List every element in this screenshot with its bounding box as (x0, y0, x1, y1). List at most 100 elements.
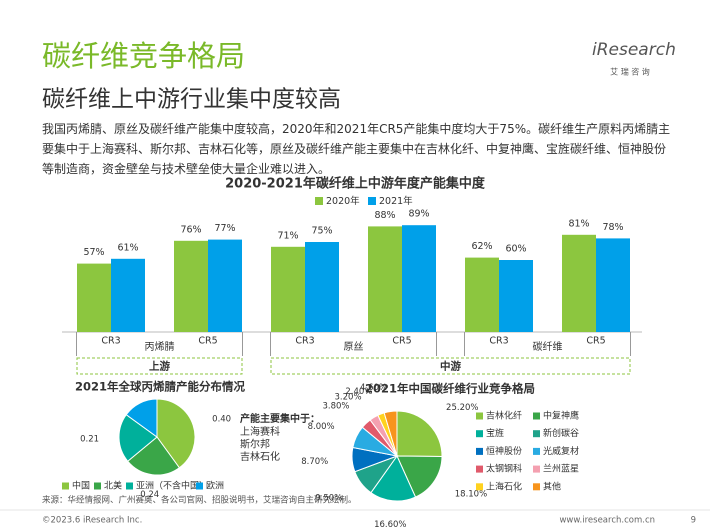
bar (596, 238, 630, 332)
stage-label: 中游 (440, 360, 461, 373)
bar (77, 263, 111, 332)
legend-label: 2021年 (379, 195, 413, 207)
pie-slice (383, 410, 398, 457)
legend-swatch (368, 197, 376, 205)
legend-swatch (126, 482, 133, 490)
value-label: 0.40 (212, 415, 231, 425)
legend-label: 2020年 (326, 195, 360, 207)
bar (562, 234, 596, 332)
value-label: 9.50% (315, 493, 342, 503)
legend-swatch (533, 447, 540, 455)
legend-label: 光威复材 (543, 445, 579, 457)
legend-label: 欧洲 (206, 480, 224, 492)
legend-label: 其他 (543, 480, 561, 492)
x-tick-label: CR3 (489, 336, 508, 347)
legend-label: 宝旌 (486, 427, 504, 439)
intro-text: 我国丙烯腈、原丝及碳纤维产能集中度较高，2020年和2021年CR5产能集中度均… (42, 122, 671, 176)
group-label: 丙烯腈 (145, 340, 175, 353)
legend-label: 兰州蓝星 (543, 463, 579, 475)
source: 来源：华经情报网、广州赛奥、各公司官网、招股说明书，艾瑞咨询自主研究绘制。 (42, 495, 357, 506)
value-label: 60% (505, 244, 526, 255)
value-label: 18.10% (455, 489, 487, 499)
legend-label: 亚洲（不含中国） (136, 480, 208, 492)
annotation-title: 产能主要集中于： (240, 412, 320, 425)
value-label: 88% (374, 210, 395, 221)
bar (305, 242, 339, 332)
legend-label: 上海石化 (486, 480, 522, 492)
value-label: 2.40% (345, 387, 372, 397)
legend-swatch (94, 482, 101, 490)
legend-swatch (533, 465, 540, 473)
value-label: 75% (311, 226, 332, 237)
x-tick-label: CR5 (198, 336, 217, 347)
value-label: 57% (83, 247, 104, 258)
page-title: 碳纤维竞争格局 (42, 39, 245, 73)
chart-title: 2021年全球丙烯腈产能分布情况 (75, 380, 246, 394)
chart-title: 2020-2021年碳纤维上中游年度产能集中度 (225, 176, 486, 192)
pie-slice (396, 455, 443, 498)
legend-label: 中复神鹰 (543, 410, 579, 422)
value-label: 3.80% (322, 401, 349, 411)
value-label: 78% (602, 222, 623, 233)
page-subtitle: 碳纤维上中游行业集中度较高 (42, 87, 341, 113)
legend-swatch (62, 482, 69, 490)
annotation-item: 上海赛科 (240, 425, 280, 438)
value-label: 0.24 (140, 490, 159, 500)
legend-swatch (476, 447, 483, 455)
x-tick-label: CR3 (101, 336, 120, 347)
value-label: 4.60% (360, 383, 387, 393)
legend-swatch (476, 412, 483, 420)
legend-label: 北美 (104, 480, 122, 492)
stage-box (76, 357, 243, 375)
legend-swatch (196, 482, 203, 490)
value-label: 25.20% (446, 403, 478, 413)
value-label: 76% (180, 224, 201, 235)
stage-box (270, 357, 631, 375)
legend-swatch (476, 465, 483, 473)
bar (208, 239, 242, 332)
value-label: 71% (277, 230, 298, 241)
annotation-item: 斯尔邦 (240, 438, 270, 451)
group-label: 原丝 (344, 341, 364, 353)
value-label: 89% (408, 209, 429, 220)
logo: iResearch (592, 40, 676, 60)
bar (174, 240, 208, 332)
value-label: 8.70% (301, 457, 328, 467)
bar (499, 260, 533, 332)
bar (368, 226, 402, 332)
value-label: 61% (117, 242, 138, 253)
value-label: 62% (471, 241, 492, 252)
pie-slice (127, 436, 181, 476)
value-label: 81% (568, 218, 589, 229)
value-label: 8.00% (308, 422, 335, 432)
stage-label: 上游 (149, 360, 170, 373)
legend-swatch (533, 483, 540, 491)
chart-title: 2021年中国碳纤维行业竞争格局 (365, 382, 535, 396)
x-tick-label: CR5 (586, 336, 605, 347)
bar (402, 225, 436, 332)
value-label: 0.21 (80, 434, 99, 444)
legend-swatch (476, 430, 483, 438)
legend-label: 太钢钢科 (486, 463, 522, 475)
x-tick-label: CR3 (295, 336, 314, 347)
value-label: 3.20% (335, 392, 362, 402)
bar (465, 257, 499, 332)
pie-slice (118, 413, 158, 462)
legend-swatch (315, 197, 323, 205)
legend-swatch (533, 430, 540, 438)
bar (271, 246, 305, 332)
value-label: 16.60% (374, 520, 406, 530)
annotation-item: 吉林石化 (240, 450, 280, 463)
pie-slice (396, 410, 443, 457)
logo-sub: 艾 瑞 咨 询 (610, 67, 650, 77)
legend-swatch (476, 483, 483, 491)
legend-label: 恒神股份 (486, 445, 522, 457)
pie-slice (125, 398, 158, 438)
pie-slice (370, 455, 417, 502)
legend-label: 新创碳谷 (543, 427, 579, 439)
value-label: 77% (214, 223, 235, 234)
pie-slice (156, 398, 196, 469)
x-tick-label: CR5 (392, 336, 411, 347)
